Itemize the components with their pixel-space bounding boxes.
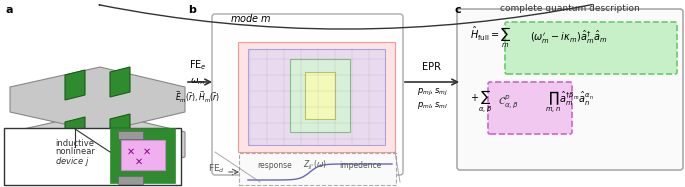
Text: b: b xyxy=(188,5,196,15)
FancyArrowPatch shape xyxy=(99,4,593,29)
Text: device $j$: device $j$ xyxy=(55,155,90,168)
FancyBboxPatch shape xyxy=(239,153,396,185)
Text: nonlinear: nonlinear xyxy=(55,147,95,156)
Text: ✕: ✕ xyxy=(143,147,151,157)
Text: ✕: ✕ xyxy=(127,147,135,157)
Polygon shape xyxy=(110,67,130,97)
FancyBboxPatch shape xyxy=(4,128,181,185)
Text: $\hat{H}_{\rm full} = \sum_{m}$: $\hat{H}_{\rm full} = \sum_{m}$ xyxy=(470,24,511,50)
FancyBboxPatch shape xyxy=(505,22,677,74)
Text: c: c xyxy=(455,5,462,15)
Text: $p_{mj}, s_{mj}$: $p_{mj}, s_{mj}$ xyxy=(416,86,447,98)
Polygon shape xyxy=(290,59,350,132)
FancyBboxPatch shape xyxy=(212,14,403,175)
Text: $+\sum_{\alpha,\beta}$: $+\sum_{\alpha,\beta}$ xyxy=(470,89,493,115)
Polygon shape xyxy=(110,114,130,144)
Polygon shape xyxy=(65,70,85,100)
Text: $\vec{E}_m(\vec{r}), \vec{H}_m(\vec{r})$: $\vec{E}_m(\vec{r}), \vec{H}_m(\vec{r})$ xyxy=(175,89,221,105)
Polygon shape xyxy=(10,67,185,132)
Text: response: response xyxy=(258,160,292,169)
Text: $\omega_m$: $\omega_m$ xyxy=(190,77,205,87)
FancyBboxPatch shape xyxy=(488,82,572,134)
Text: inductive: inductive xyxy=(55,139,94,148)
Text: complete quantum description: complete quantum description xyxy=(500,4,640,13)
Polygon shape xyxy=(65,117,85,147)
Polygon shape xyxy=(10,112,185,177)
Text: $\prod_{m,n}\hat{a}^{\dagger\beta_{m}}_{m}\hat{a}^{\alpha_{n}}_{n}$: $\prod_{m,n}\hat{a}^{\dagger\beta_{m}}_{… xyxy=(545,89,594,115)
Text: ✕: ✕ xyxy=(135,157,143,167)
Text: $Z_{jj'}(\omega)$: $Z_{jj'}(\omega)$ xyxy=(303,158,327,171)
Text: a: a xyxy=(5,5,12,15)
Text: FE$_e$: FE$_e$ xyxy=(189,58,207,72)
Text: FE$_d$: FE$_d$ xyxy=(208,163,225,175)
Polygon shape xyxy=(248,49,385,145)
Text: $(\omega^{\prime}_{m} - i\kappa_{m})\hat{a}^{\dagger}_{m}\hat{a}_{m}$: $(\omega^{\prime}_{m} - i\kappa_{m})\hat… xyxy=(530,28,608,46)
Polygon shape xyxy=(238,42,395,152)
Bar xyxy=(118,176,143,184)
FancyBboxPatch shape xyxy=(457,9,683,170)
FancyBboxPatch shape xyxy=(111,129,175,183)
Text: EPR: EPR xyxy=(423,62,442,72)
FancyBboxPatch shape xyxy=(121,140,165,170)
Text: $\mathcal{C}^{p}_{\alpha,\beta}$: $\mathcal{C}^{p}_{\alpha,\beta}$ xyxy=(498,94,519,111)
Polygon shape xyxy=(305,72,335,119)
Text: $p_{ml}, s_{ml}$: $p_{ml}, s_{ml}$ xyxy=(416,99,447,111)
Text: impedence: impedence xyxy=(339,160,381,169)
Text: mode $m$: mode $m$ xyxy=(230,12,271,24)
Bar xyxy=(118,131,143,139)
